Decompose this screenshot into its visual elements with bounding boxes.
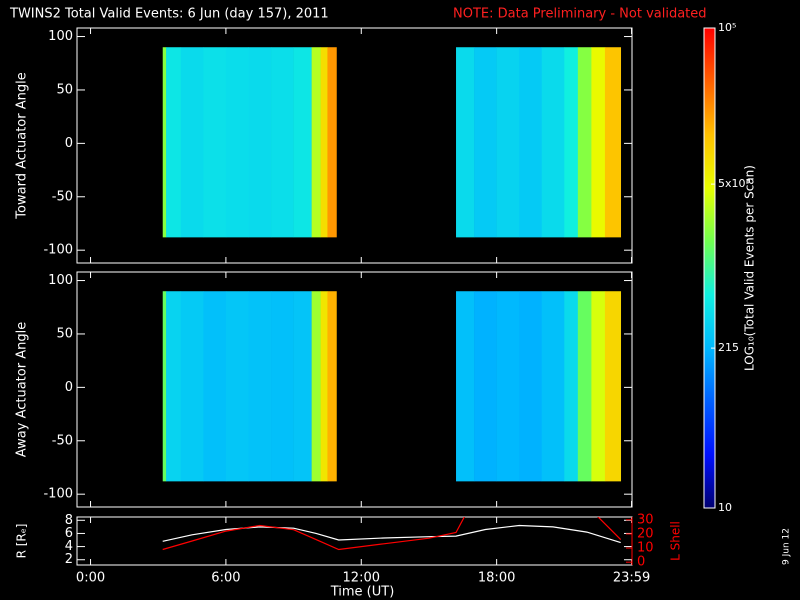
x-tick-label: 6:00 (211, 571, 240, 586)
y-axis-label: Toward Actuator Angle (15, 72, 30, 219)
y-tick-label: 6 (65, 526, 73, 541)
y-tick-label: 100 (48, 273, 73, 288)
heatmap-cell (519, 47, 543, 238)
heatmap-cell (564, 291, 579, 482)
heatmap-cell (604, 291, 622, 482)
y-tick-label: 100 (48, 29, 73, 44)
y2-axis-label: L Shell (669, 521, 683, 561)
heatmap-cell (496, 47, 520, 238)
heatmap-cell (225, 47, 249, 238)
footer-date: 9 Jun 12 (782, 528, 792, 565)
heatmap-cell (519, 291, 543, 482)
x-tick-label: 12:00 (343, 571, 380, 586)
heatmap-cell (225, 291, 249, 482)
y-tick-label: 50 (56, 326, 73, 341)
heatmap-cell (604, 47, 622, 238)
colorbar-tick-label: 215 (718, 341, 739, 354)
plot-frame (76, 271, 633, 508)
y-tick-label: 0 (65, 136, 73, 151)
heatmap-cell (320, 47, 328, 238)
y2-tick-label: 20 (637, 526, 654, 541)
heatmap-cell (162, 47, 167, 238)
heatmap-cell (248, 47, 272, 238)
y-tick-label: -50 (52, 189, 73, 204)
heatmap-cell (180, 291, 204, 482)
y2-tick-label: 30 (637, 512, 654, 527)
heatmap-cell (271, 47, 294, 238)
colorbar (703, 27, 716, 509)
heatmap-cell (248, 291, 272, 482)
colorbar-label: LOG₁₀(Total Valid Events per Scan) (743, 165, 757, 371)
heatmap-cell (166, 291, 182, 482)
plot-frame (76, 516, 633, 566)
heatmap-cell (474, 291, 497, 482)
heatmap-cell (564, 47, 579, 238)
heatmap-cell (456, 291, 475, 482)
heatmap-cell (311, 291, 321, 482)
y-tick-label: 0 (65, 380, 73, 395)
y-axis-label: R [Rₑ] (15, 524, 29, 559)
heatmap-cell (320, 291, 328, 482)
x-tick-label: 18:00 (478, 571, 515, 586)
heatmap-cell (166, 47, 182, 238)
series-line (162, 517, 622, 551)
heatmap-cell (496, 291, 520, 482)
heatmap-cell (456, 47, 475, 238)
y-tick-label: 2 (65, 552, 73, 567)
chart-title: TWINS2 Total Valid Events: 6 Jun (day 15… (9, 7, 329, 22)
heatmap-cell (541, 47, 565, 238)
heatmap-cell (591, 291, 606, 482)
colorbar-tick-label: 10⁵ (718, 21, 736, 34)
heatmap-cell (293, 47, 312, 238)
heatmap-cell (203, 47, 227, 238)
heatmap-cell (591, 47, 606, 238)
heatmap-cell (203, 291, 227, 482)
x-tick-label: 0:00 (76, 571, 105, 586)
y-tick-label: -100 (43, 243, 73, 258)
plot-frame (76, 27, 633, 264)
heatmap-cell (311, 47, 321, 238)
line-group (162, 517, 622, 551)
y2-tick-label: 0 (637, 555, 645, 570)
x-axis-label: Time (UT) (330, 585, 395, 600)
heatmap-cell (327, 47, 337, 238)
heatmap-cell (474, 47, 497, 238)
heatmap-cell (577, 291, 592, 482)
y-tick-label: 8 (65, 513, 73, 528)
x-tick-label: 23:59 (613, 571, 650, 586)
colorbar-tick-label: 5x10³ (718, 177, 750, 190)
colorbar-tick-label: 10 (718, 501, 732, 514)
heatmap-cell (541, 291, 565, 482)
heatmap-cell (162, 291, 167, 482)
series-line (162, 524, 621, 544)
heatmap-cell (293, 291, 312, 482)
y-axis-label: Away Actuator Angle (15, 322, 30, 457)
y-tick-label: 50 (56, 82, 73, 97)
heatmap-cell (577, 47, 592, 238)
note: NOTE: Data Preliminary - Not validated (453, 7, 707, 22)
heatmap-cell (180, 47, 204, 238)
y-tick-label: -50 (52, 433, 73, 448)
y2-tick-label: 10 (637, 541, 654, 556)
heatmap-cell (327, 291, 337, 482)
heatmap-cell (271, 291, 294, 482)
y-tick-label: -100 (43, 487, 73, 502)
y-tick-label: 4 (65, 539, 73, 554)
